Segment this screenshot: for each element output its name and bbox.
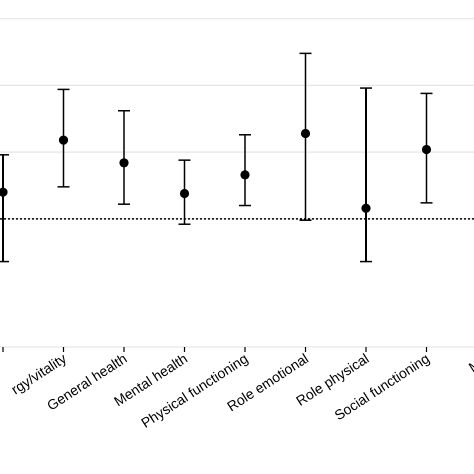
- point-estimate-7: [421, 144, 432, 155]
- point-estimate-3: [179, 188, 190, 199]
- point-estimate-0: [0, 187, 8, 197]
- point-estimate-2: [119, 158, 129, 168]
- point-estimate-5: [300, 128, 311, 139]
- error-bars: [0, 52, 433, 263]
- x-tick-label-8: MC: [466, 350, 474, 375]
- gridlines: [0, 18, 474, 220]
- x-axis: [0, 346, 474, 352]
- x-tick-label-4: Physical functioning: [138, 350, 250, 431]
- point-estimate-6: [361, 203, 371, 213]
- point-estimate-4: [240, 170, 250, 180]
- point-estimate-1: [58, 135, 69, 145]
